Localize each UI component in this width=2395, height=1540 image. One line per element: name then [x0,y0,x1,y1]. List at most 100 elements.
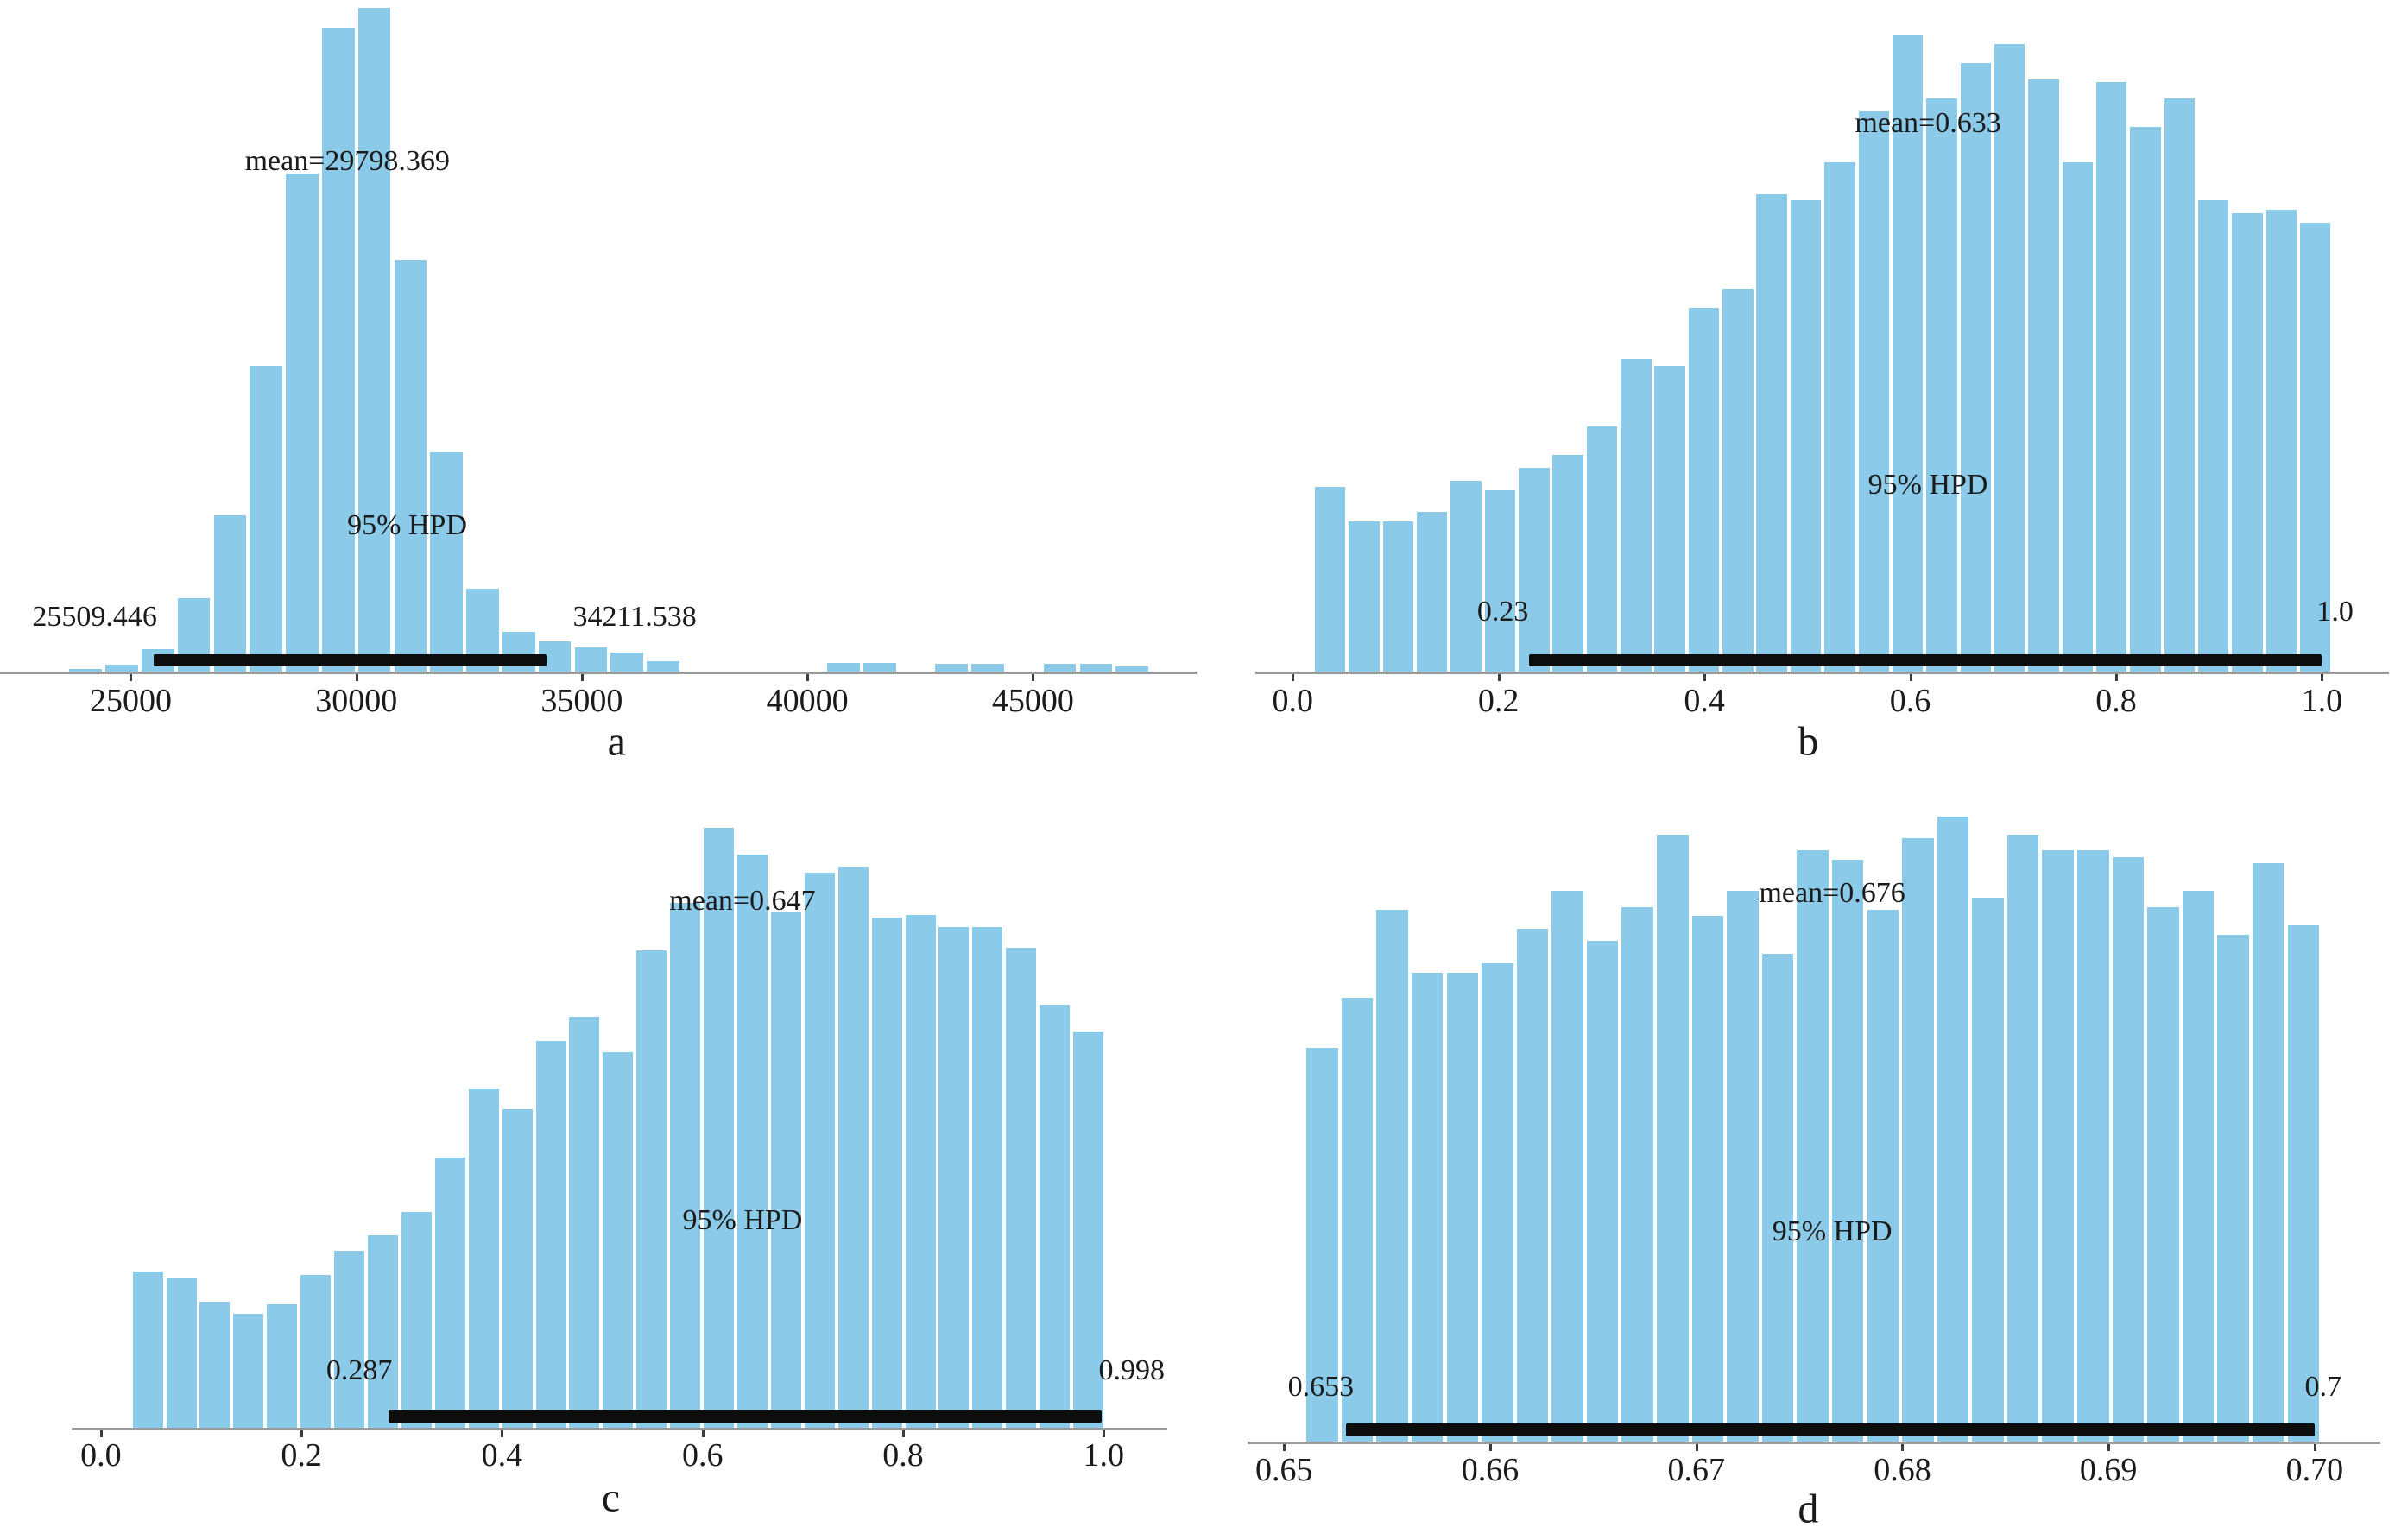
x-axis-tick-mark [1497,671,1501,681]
histogram-bar [2077,850,2109,1442]
histogram-bar [1867,910,1899,1442]
hpd-annotation: 95% HPD [347,509,467,542]
hpd-lower-label: 25509.446 [32,601,157,634]
x-axis-tick-label: 0.6 [1889,682,1931,719]
x-axis-tick-label: 0.67 [1667,1451,1725,1488]
x-axis-tick-label: 0.65 [1255,1451,1313,1488]
histogram-bar [1892,35,1924,672]
x-axis-tick-label: 1.0 [2301,682,2343,719]
histogram-bar [535,1040,566,1428]
histogram-bar [971,664,1004,672]
x-axis-tick-label: 45000 [991,682,1074,719]
histogram-bar [1315,486,1346,672]
histogram-bar [905,914,936,1428]
panel-a: 25000 30000 35000 40000 45000 mean=29798.369… [0,0,1198,770]
x-axis-tick-label: 0.8 [882,1436,924,1474]
histogram-bar [1972,897,2004,1442]
histogram-bar [286,174,319,672]
histogram-bar [2164,98,2195,672]
histogram-bar [574,647,608,672]
x-axis-tick-label: 0.66 [1461,1451,1520,1488]
histogram-bar [1831,860,1864,1442]
histogram-bar [1341,997,1374,1442]
histogram-bar [636,950,667,1428]
x-axis-tick-mark [806,671,810,681]
histogram-bar [603,1052,634,1428]
histogram-bar [1411,972,1444,1442]
histogram-bar [1482,962,1513,1442]
hpd-interval-bar [154,654,547,667]
x-axis-tick-mark [2321,671,2324,681]
x-axis-tick-mark [99,1427,103,1437]
histogram-bar [2287,925,2320,1442]
histogram-bar [132,1272,163,1428]
x-axis-tick-label: 0.2 [281,1436,322,1474]
histogram-bar [2006,835,2039,1442]
x-axis-tick-label: 40000 [766,682,849,719]
hpd-interval-bar [1529,654,2322,667]
x-axis-tick-label: 0.0 [1272,682,1314,719]
histogram-bar [2042,850,2074,1442]
histogram-bar [569,1016,600,1428]
histogram-bar [2252,862,2284,1442]
histogram-bar [1797,850,1829,1442]
mean-annotation: mean=0.647 [669,884,816,917]
histogram-bar [1115,666,1149,672]
x-axis-tick-label: 0.4 [1684,682,1725,719]
histogram-bar [1937,816,1969,1442]
histogram-bar [2028,79,2059,672]
histogram-bar [401,1211,432,1428]
x-axis-tick-mark [1901,1441,1905,1451]
hpd-annotation: 95% HPD [1867,468,1988,501]
histogram-bar [1376,910,1408,1442]
x-axis-tick-mark [2313,1441,2316,1451]
panel-letter: c [601,1474,621,1521]
histogram-bar [935,664,969,672]
hpd-upper-label: 1.0 [2316,596,2354,628]
histogram-bar [1450,480,1482,672]
histogram-bar [233,1313,264,1428]
histogram-bar [1621,906,1653,1442]
histogram-bar [105,665,138,672]
histogram-bar [1994,44,2025,672]
hpd-annotation: 95% HPD [1772,1215,1893,1248]
histogram-bar [1756,193,1787,672]
histogram-bar [1691,916,1724,1442]
x-axis-tick-label: 0.6 [681,1436,724,1474]
hpd-interval-bar [1345,1423,2315,1436]
histogram-bar [334,1250,365,1428]
histogram-bar [827,662,860,672]
histogram-bar [1382,521,1414,672]
x-axis-tick-mark [701,1427,705,1437]
panel-c: 0.0 0.2 0.4 0.6 0.8 1.0 mean=0.647 95% HPD 0.… [0,770,1198,1540]
x-axis-tick-mark [1283,1441,1286,1451]
histogram-bar [1306,1047,1338,1442]
x-axis-tick-label: 0.70 [2285,1451,2344,1488]
histogram-bar [770,912,801,1428]
histogram-bar [972,926,1003,1428]
panel-letter: d [1798,1486,1819,1532]
x-axis-tick-label: 0.2 [1477,682,1520,719]
histogram-bar [1790,199,1822,672]
hpd-interval-bar [389,1410,1102,1423]
histogram-bar [2147,906,2179,1442]
hpd-annotation: 95% HPD [682,1203,803,1236]
histogram-bar [2112,856,2145,1442]
panel-d: 0.65 0.66 0.67 0.68 0.69 0.70 mean=0.676 95% … [1198,770,2395,1540]
histogram-bar [1858,110,1889,672]
histogram-bar [1040,1004,1071,1428]
hpd-upper-label: 34211.538 [572,601,697,634]
panel-b: 0.0 0.2 0.4 0.6 0.8 1.0 mean=0.633 95% HPD 0.… [1198,0,2395,770]
histogram-bar [610,653,643,672]
histogram-bar [1960,63,1991,672]
histogram-bar [2062,161,2093,672]
x-axis-tick-label: 0.0 [80,1436,122,1474]
x-axis-tick-mark [1488,1441,1492,1451]
x-axis-tick-mark [1695,1441,1698,1451]
x-axis-line [72,1427,1168,1430]
hpd-lower-label: 0.287 [325,1354,393,1386]
histogram-bar [213,515,247,672]
x-axis-line [0,671,1198,674]
histogram-bar [468,1089,499,1428]
